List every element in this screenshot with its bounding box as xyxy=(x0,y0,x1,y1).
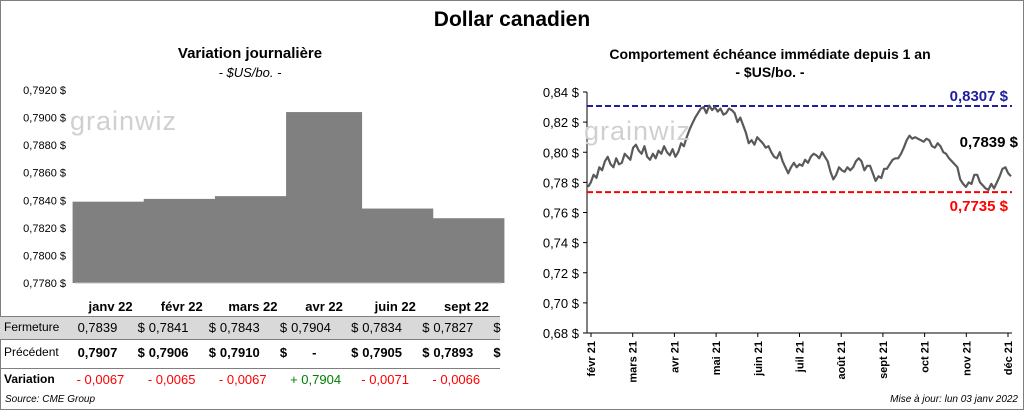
currency-sign: $ xyxy=(351,320,359,335)
table-cell: - xyxy=(312,345,317,360)
currency-sign: $ xyxy=(137,320,145,335)
x-tick-label: mai 21 xyxy=(711,341,723,375)
table-cell: 0,7904 xyxy=(291,320,331,335)
y-tick-label: 0,68 $ xyxy=(543,326,580,341)
bar xyxy=(357,208,434,283)
table-cell: 0,7905 xyxy=(362,345,403,360)
table-cell: 0,7910 xyxy=(219,345,260,360)
table-cell: 0,7907 xyxy=(77,345,118,360)
table-cell: 0,7827 xyxy=(433,320,474,335)
right-subtitle: Comportement échéance immédiate depuis 1… xyxy=(609,46,931,62)
y-tick-label: 0,7860 $ xyxy=(23,168,66,180)
y-tick-label: 0,7840 $ xyxy=(23,195,66,207)
y-tick-label: 0,7820 $ xyxy=(23,223,66,235)
y-tick-label: 0,80 $ xyxy=(543,145,580,160)
y-tick-label: 0,72 $ xyxy=(543,266,580,281)
page-title: Dollar canadien xyxy=(433,8,591,31)
x-tick-label: juin 22 xyxy=(374,299,416,314)
table-cell: 0,7839 xyxy=(77,320,118,335)
x-tick-label: avr 22 xyxy=(305,299,343,314)
currency-sign: $ xyxy=(422,345,430,360)
x-tick-label: août 21 xyxy=(836,341,848,380)
x-tick-label: nov 21 xyxy=(961,341,973,376)
table-cell: - 0,0067 xyxy=(218,372,267,387)
bar xyxy=(72,201,149,283)
table-row: Variation - 0,0067 - 0,0065 - 0,0067 + 0,790… xyxy=(0,368,500,391)
source-note: Source: CME Group xyxy=(5,394,96,405)
bar xyxy=(428,218,505,283)
left-unit-text: - $US/bo. - xyxy=(218,65,282,80)
left-subtitle: Variation journalière xyxy=(0,45,500,62)
bar-chart: 0,7780 $ 0,7800 $ 0,7820 $ 0,7840 $ 0,7860 $… xyxy=(23,85,505,314)
y-tick-label: 0,7780 $ xyxy=(23,278,66,290)
y-tick-label: 0,78 $ xyxy=(543,175,580,190)
x-tick-label: juil 21 xyxy=(795,341,807,373)
left-watermark: grainwiz xyxy=(70,106,178,136)
y-tick-label: 0,84 $ xyxy=(543,85,580,100)
x-tick-label: avr 21 xyxy=(669,341,681,373)
row-label: Variation xyxy=(4,372,55,386)
currency-sign: $ xyxy=(351,345,359,360)
row-label: Précédent xyxy=(4,345,59,359)
x-tick-label: oct 21 xyxy=(920,341,932,373)
x-tick-label: juin 21 xyxy=(753,341,765,377)
currency-sign: $ xyxy=(279,320,288,335)
left-subtitle-text: Variation journalière xyxy=(177,45,323,62)
x-tick-label: mars 21 xyxy=(628,341,640,383)
bar xyxy=(286,112,363,283)
updated-note: Mise à jour: lun 03 janv 2022 xyxy=(890,394,1018,405)
x-tick-label: mars 22 xyxy=(228,299,277,314)
y-tick-label: 0,74 $ xyxy=(543,236,580,251)
table-cell: 0,7843 xyxy=(219,320,260,335)
y-tick-label: 0,76 $ xyxy=(543,206,580,221)
table-cell: - 0,0071 xyxy=(361,372,409,387)
currency-sign: $ xyxy=(137,345,145,360)
currency-sign: $ xyxy=(279,345,288,360)
currency-sign: $ xyxy=(493,345,501,360)
x-tick-label: janv 22 xyxy=(88,299,133,314)
y-tick-label: 0,7920 $ xyxy=(23,85,66,97)
currency-sign: $ xyxy=(208,320,216,335)
y-tick-label: 0,70 $ xyxy=(543,296,580,311)
currency-sign: $ xyxy=(422,320,430,335)
x-tick-label: févr 22 xyxy=(161,299,203,314)
table-cell: 0,7834 xyxy=(362,320,403,335)
low-label: 0,7735 $ xyxy=(950,198,1009,215)
right-watermark: grainwiz xyxy=(584,116,692,146)
table-cell: 0,7906 xyxy=(148,345,189,360)
x-tick-label: sept 22 xyxy=(444,299,489,314)
table-cell: 0,7841 xyxy=(148,320,189,335)
y-tick-label: 0,7800 $ xyxy=(23,250,66,262)
table-cell: - 0,0066 xyxy=(432,372,481,387)
table-cell: - 0,0065 xyxy=(147,372,196,387)
table-cell: + 0,7904 xyxy=(290,372,342,387)
table-row: Fermeture $0,7839 $0,7841 $0,7843 $0,7904 $0,… xyxy=(0,316,501,340)
high-label: 0,8307 $ xyxy=(950,88,1009,105)
bar xyxy=(143,198,220,283)
row-label: Fermeture xyxy=(4,320,60,334)
table-row: Précédent $0,7907 $0,7906 $0,7910 $ - $0,7905 $… xyxy=(0,342,501,364)
y-tick-label: 0,7900 $ xyxy=(23,113,66,125)
y-tick-label: 0,7880 $ xyxy=(23,140,66,152)
price-line xyxy=(587,104,1012,191)
table-cell: - 0,0067 xyxy=(76,372,125,387)
left-unit: - $US/bo. - xyxy=(0,64,500,80)
table-cell: 0,7893 xyxy=(433,345,474,360)
last-value-label: 0,7839 $ xyxy=(960,134,1019,151)
currency-sign: $ xyxy=(208,345,216,360)
bar xyxy=(214,196,291,283)
x-tick-label: déc 21 xyxy=(1003,341,1015,375)
right-unit: - $US/bo. - xyxy=(735,64,805,80)
x-tick-label: févr 21 xyxy=(586,341,598,376)
x-tick-label: sept 21 xyxy=(878,341,890,379)
y-tick-label: 0,82 $ xyxy=(543,115,580,130)
currency-sign: $ xyxy=(493,320,501,335)
